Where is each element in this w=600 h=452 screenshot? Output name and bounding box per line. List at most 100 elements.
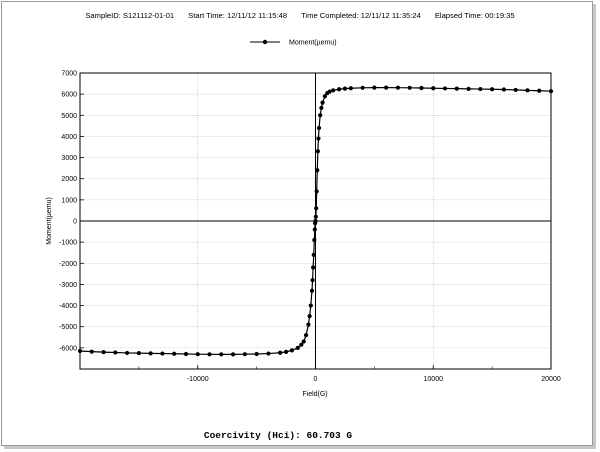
x-tick-label: -10000 <box>187 376 209 383</box>
y-tick-label: -3000 <box>59 282 77 289</box>
data-point <box>195 352 200 357</box>
y-tick-label: -4000 <box>59 303 77 310</box>
data-point <box>314 189 319 194</box>
data-point <box>136 351 141 356</box>
data-point <box>301 339 306 344</box>
x-tick-label: 10000 <box>424 376 444 383</box>
data-point <box>342 86 348 91</box>
data-point <box>431 86 436 91</box>
y-tick-label: -6000 <box>59 345 77 352</box>
data-point <box>311 265 316 270</box>
data-point <box>454 86 459 91</box>
y-tick-label: 6000 <box>61 92 77 99</box>
x-tick-label: 20000 <box>541 376 561 383</box>
data-point <box>207 352 212 357</box>
data-point <box>312 227 317 232</box>
data-point <box>372 85 377 90</box>
legend: Moment(µemu) <box>250 40 337 47</box>
y-axis-title: Moment(µemu) <box>46 197 53 245</box>
data-point <box>266 351 271 356</box>
data-point <box>307 314 312 319</box>
legend-marker <box>262 39 268 45</box>
data-point <box>478 86 483 92</box>
data-point <box>309 288 315 293</box>
data-point <box>160 351 165 356</box>
y-tick-label: 7000 <box>61 71 77 78</box>
plot-window <box>1 1 593 446</box>
data-point <box>306 322 311 327</box>
run-info-header: SampleID: S121112-01-01 Start Time: 12/1… <box>0 11 600 20</box>
data-point <box>360 85 365 90</box>
data-point <box>295 345 300 350</box>
y-tick-label: -1000 <box>59 240 77 247</box>
data-point <box>315 149 320 154</box>
data-point <box>319 105 324 110</box>
data-point <box>314 206 319 211</box>
y-tick-label: 5000 <box>61 113 77 120</box>
data-point <box>77 348 83 354</box>
data-point <box>219 352 224 357</box>
data-point <box>172 351 177 356</box>
data-point <box>254 351 259 357</box>
data-point <box>311 252 316 257</box>
coercivity-readout: Coercivity (Hci): 60.703 G <box>203 430 353 441</box>
time-completed: Time Completed: 12/11/12 11:35:24 <box>301 11 421 20</box>
data-point <box>183 351 189 357</box>
data-point <box>348 86 353 91</box>
data-point <box>331 88 336 93</box>
data-point <box>89 349 94 354</box>
data-point <box>318 113 323 118</box>
start-time: Start Time: 12/11/12 11:15:48 <box>188 11 288 20</box>
data-point <box>113 350 118 355</box>
data-point <box>466 86 471 91</box>
data-point <box>501 87 506 92</box>
y-tick-label: 2000 <box>61 176 77 183</box>
data-point <box>125 350 130 356</box>
sample-id: SampleID: S121112-01-01 <box>85 11 175 20</box>
data-point <box>303 333 309 338</box>
data-point <box>316 125 322 131</box>
x-tick-label: 0 <box>314 376 318 383</box>
data-point <box>283 349 289 354</box>
data-point <box>327 89 332 94</box>
data-point <box>336 87 342 92</box>
data-point <box>230 352 236 357</box>
data-point <box>289 348 295 353</box>
data-point <box>513 87 518 93</box>
y-tick-label: -5000 <box>59 324 77 331</box>
data-point <box>548 89 554 94</box>
x-axis-title: Field(G) <box>302 391 327 398</box>
data-point <box>101 349 106 355</box>
data-point <box>316 136 321 141</box>
data-point <box>308 303 313 308</box>
data-point <box>537 88 542 93</box>
data-point <box>322 94 328 99</box>
data-point <box>278 350 283 355</box>
data-point <box>148 351 153 356</box>
data-point <box>407 85 412 90</box>
data-point <box>313 218 318 224</box>
data-point <box>310 278 315 283</box>
tick-labels: 70006000500040003000200010000-1000-2000-… <box>59 71 561 384</box>
series-moment <box>77 85 554 357</box>
y-tick-label: 1000 <box>61 197 77 204</box>
data-point <box>313 214 318 219</box>
data-point <box>320 100 325 105</box>
data-point <box>299 342 304 347</box>
data-point <box>384 85 389 90</box>
data-point <box>490 87 495 92</box>
data-point <box>312 237 317 243</box>
legend-label: Moment(µemu) <box>289 40 337 47</box>
y-tick-label: 0 <box>73 219 77 226</box>
data-point <box>419 85 424 91</box>
y-tick-label: -2000 <box>59 261 77 268</box>
elapsed-time: Elapsed Time: 00:19:35 <box>434 11 515 20</box>
data-point <box>395 85 401 90</box>
data-point <box>525 88 530 93</box>
y-tick-label: 3000 <box>61 155 77 162</box>
y-tick-label: 4000 <box>61 134 77 141</box>
data-point <box>242 352 247 357</box>
data-point <box>442 86 448 91</box>
data-point <box>315 168 320 173</box>
